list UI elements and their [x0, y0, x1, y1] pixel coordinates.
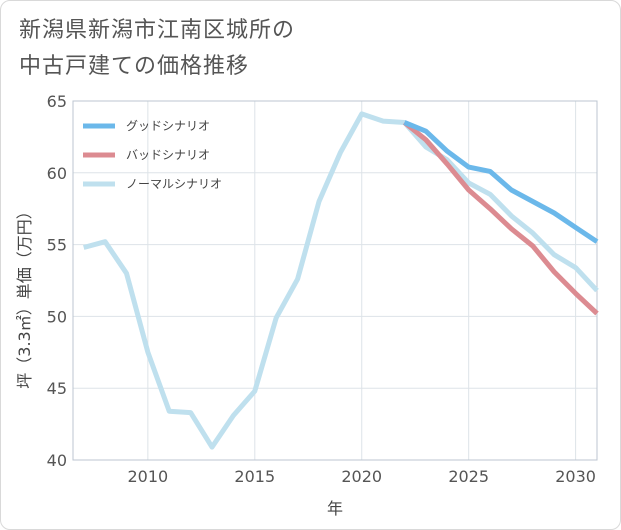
legend-bad-label: バッドシナリオ	[126, 148, 210, 162]
x-tick-label: 2030	[555, 467, 596, 486]
x-tick-label: 2010	[127, 467, 168, 486]
y-tick-label: 40	[47, 451, 67, 470]
x-axis-title: 年	[327, 499, 343, 518]
x-tick-label: 2015	[234, 467, 275, 486]
normal-scenario-line	[83, 111, 599, 450]
y-tick-label: 45	[47, 379, 67, 398]
y-axis-title: 坪（3.3㎡）単価（万円）	[15, 203, 34, 388]
chart-title: 新潟県新潟市江南区城所の 中古戸建ての価格推移	[19, 13, 579, 85]
chart-title-line-1: 新潟県新潟市江南区城所の	[19, 18, 296, 43]
y-tick-label: 50	[47, 307, 67, 326]
good-scenario-line	[403, 120, 599, 244]
series-group	[83, 111, 599, 450]
legend-good-label: グッドシナリオ	[126, 119, 210, 133]
x-tick-label: 2020	[341, 467, 382, 486]
chart-title-line-2: 中古戸建ての価格推移	[19, 54, 250, 79]
legend-normal-label: ノーマルシナリオ	[126, 177, 222, 191]
y-tick-label: 55	[47, 236, 67, 255]
plot-frame	[72, 100, 598, 461]
bad-scenario-line	[402, 120, 599, 316]
x-tick-label: 2025	[448, 467, 489, 486]
y-tick-label: 65	[47, 92, 67, 111]
tick-labels: 40 45 50 55 60 65 2010 2015 2020 2025 2030	[47, 92, 596, 486]
y-tick-label: 60	[47, 164, 67, 183]
